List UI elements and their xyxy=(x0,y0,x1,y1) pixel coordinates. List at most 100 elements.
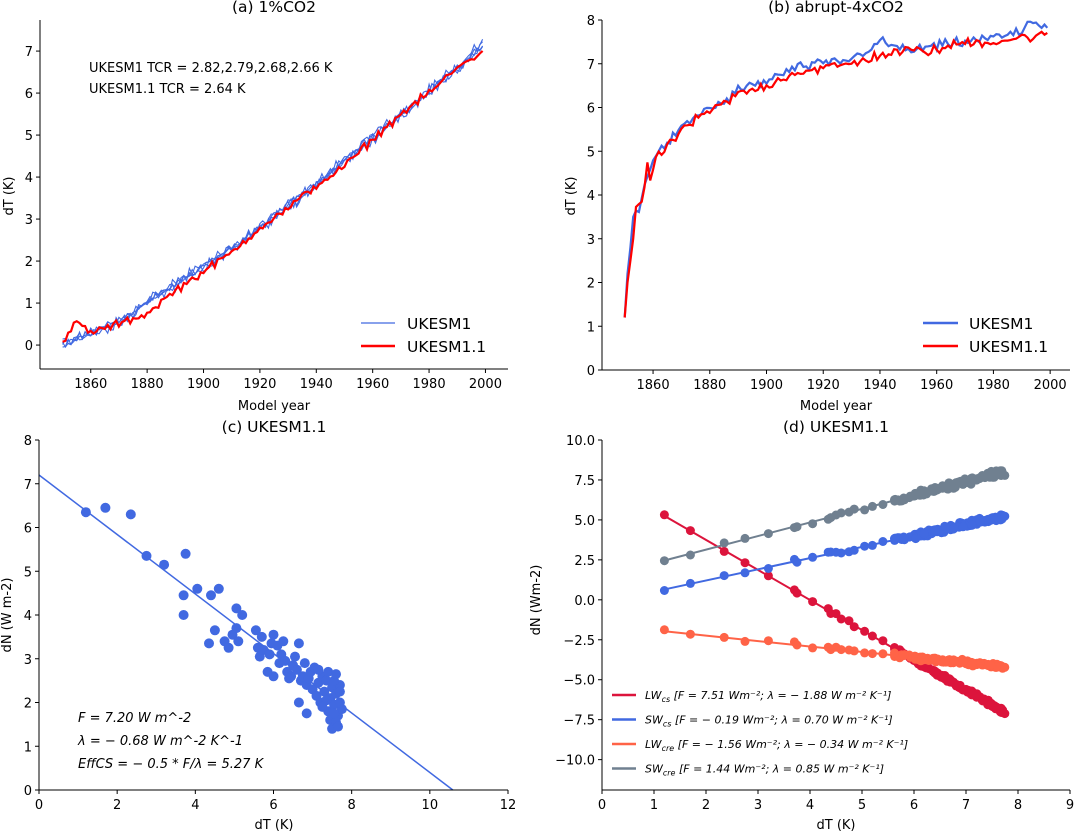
panel-d-data-point-swcs xyxy=(890,534,899,544)
panel-d-data-point-lwcs xyxy=(986,700,996,710)
panel-c-y-tick-label: 3 xyxy=(24,653,32,668)
panel-d-data-point-lwcre xyxy=(867,649,877,659)
panel-d-data-point-swcre xyxy=(740,533,750,543)
panel-d-data-point-swcre xyxy=(860,505,870,515)
panel-d-data-point-swcs xyxy=(930,525,940,535)
panel-c-data-point xyxy=(301,708,312,719)
panel-d-data-point-swcs xyxy=(919,529,929,539)
panel-c-annotation-forcing: F = 7.20 W m^-2 xyxy=(78,711,191,726)
panel-d-data-point-swcs xyxy=(986,514,996,524)
panel-b-ylabel: dT (K) xyxy=(564,177,579,216)
panel-b: (b) abrupt-4xCO2 1860 1880 1900 1920 1940 196… xyxy=(564,0,1070,414)
panel-d-data-point-swcre xyxy=(808,519,818,529)
panel-c-data-point xyxy=(299,658,310,669)
panel-d-data-point-swcre xyxy=(867,501,877,511)
panel-d-data-point-swcre xyxy=(930,486,940,496)
panel-d-data-point-swcs xyxy=(967,520,977,530)
panel-d-data-point-swcre xyxy=(659,556,669,566)
panel-d-data-point-lwcs xyxy=(763,571,773,581)
panel-d-title: (d) UKESM1.1 xyxy=(783,418,889,436)
panel-d-data-point-swcre xyxy=(831,510,841,520)
panel-d-data-point-swcs xyxy=(659,586,669,595)
panel-d-x-tick-label: 4 xyxy=(806,798,814,813)
panel-a-series-ukesm1-1 xyxy=(62,50,484,343)
panel-c-data-point xyxy=(237,610,248,620)
panel-d-data-point-swcs xyxy=(867,540,877,550)
panel-b-x-tick-label: 1920 xyxy=(807,378,840,393)
panel-c-fit-line xyxy=(38,474,454,791)
panel-d-xlabel: dT (K) xyxy=(817,818,856,833)
panel-d-data-point-swcs xyxy=(1000,511,1010,521)
panel-d-data-point-lwcre xyxy=(890,648,899,658)
panel-d-axes: 0 1 2 3 4 5 6 7 8 9 −10.0 −7.5 −5.0 −2.5 0.0 2.5 5.0 7.5 1… xyxy=(555,434,1074,813)
panel-c-data-point xyxy=(284,673,295,684)
panel-d-x-tick-label: 5 xyxy=(858,798,866,813)
panel-a-legend-label-ukesm1-1: UKESM1.1 xyxy=(407,338,486,356)
panel-c-data-point xyxy=(209,625,220,636)
panel-c-data-point xyxy=(231,623,242,634)
panel-b-title: (b) abrupt-4xCO2 xyxy=(768,0,904,16)
panel-c-data-point xyxy=(319,686,330,697)
panel-d-y-tick-label: 10.0 xyxy=(566,434,595,449)
panel-c-data-point xyxy=(204,638,214,649)
panel-d-data-point-lwcre xyxy=(823,642,833,652)
panel-d-data-point-lwcs xyxy=(844,616,854,626)
panel-d-data-point-swcre xyxy=(685,550,695,560)
panel-b-y-tick-label: 6 xyxy=(587,102,595,117)
panel-d-data-point-swcre xyxy=(890,495,899,505)
panel-c-data-point xyxy=(334,697,345,708)
panel-d-data-point-lwcre xyxy=(763,636,773,646)
panel-c-data-point xyxy=(192,583,203,594)
panel-d-data-point-lwcre xyxy=(808,643,818,653)
panel-d-data-point-swcre xyxy=(878,500,888,509)
panel-c-y-tick-label: 2 xyxy=(24,697,32,712)
panel-c-y-tick-label: 7 xyxy=(24,478,32,493)
panel-d-data-point-lwcre xyxy=(975,658,985,668)
panel-d-data-point-swcre xyxy=(719,538,729,548)
panel-d-data-point-lwcs xyxy=(849,622,859,632)
panel-d-data-point-lwcs xyxy=(975,692,985,702)
panel-c-data-point xyxy=(141,550,152,561)
panel-c-data-point xyxy=(159,559,170,570)
panel-c-plot-area xyxy=(38,474,454,791)
panel-d-legend-label-lwcre: LWcre [F = − 1.56 Wm⁻²; λ = − 0.34 W m⁻²… xyxy=(645,738,908,753)
panel-a-title: (a) 1%CO2 xyxy=(232,0,316,16)
panel-a-y-tick-label: 6 xyxy=(25,87,33,102)
panel-c-data-point xyxy=(290,651,300,662)
panel-d-data-point-lwcs xyxy=(719,546,729,556)
panel-d-data-point-swcs xyxy=(719,571,729,581)
panel-d-data-point-lwcre xyxy=(949,655,959,665)
panel-d-y-tick-label: −7.5 xyxy=(563,714,595,729)
panel-d-data-point-lwcs xyxy=(940,674,950,684)
panel-a-annotation-2: UKESM1.1 TCR = 2.64 K xyxy=(89,82,246,97)
panel-d-data-point-lwcre xyxy=(740,636,750,646)
panel-c-title: (c) UKESM1.1 xyxy=(222,418,327,436)
panel-b-y-tick-label: 4 xyxy=(587,189,595,204)
panel-c-data-point xyxy=(323,666,334,677)
panel-d-data-point-lwcs xyxy=(808,597,818,607)
panel-d-data-point-lwcre xyxy=(958,657,968,667)
panel-d-data-point-lwcre xyxy=(967,659,977,669)
panel-c-data-point xyxy=(178,610,189,620)
panel-d-data-point-lwcs xyxy=(831,609,841,619)
panel-d-y-tick-label: 5.0 xyxy=(574,514,595,529)
panel-d-data-point-lwcs xyxy=(967,690,977,699)
panel-d: (d) UKESM1.1 0 1 2 3 4 5 6 7 8 9 −10.0 −7.5 −5.0 −2.5… xyxy=(529,418,1074,833)
panel-a-x-tick-label: 1860 xyxy=(74,377,107,392)
panel-c-data-point xyxy=(331,669,341,680)
panel-d-data-point-swcre xyxy=(1000,470,1010,480)
panel-d-data-point-swcs xyxy=(958,522,968,532)
panel-a-y-tick-label: 2 xyxy=(25,255,33,270)
panel-c-data-point xyxy=(223,642,234,653)
panel-c-x-tick-label: 10 xyxy=(422,798,439,813)
panel-d-y-tick-label: 0.0 xyxy=(574,594,595,609)
panel-a-ylabel: dT (K) xyxy=(2,177,17,216)
panel-d-data-point-lwcs xyxy=(685,526,695,536)
panel-d-y-tick-label: −10.0 xyxy=(555,754,595,769)
panel-d-data-point-lwcre xyxy=(831,642,841,652)
panel-d-data-point-lwcre xyxy=(792,640,802,650)
panel-d-data-point-lwcre xyxy=(860,648,870,658)
panel-c-y-tick-label: 5 xyxy=(24,565,32,580)
